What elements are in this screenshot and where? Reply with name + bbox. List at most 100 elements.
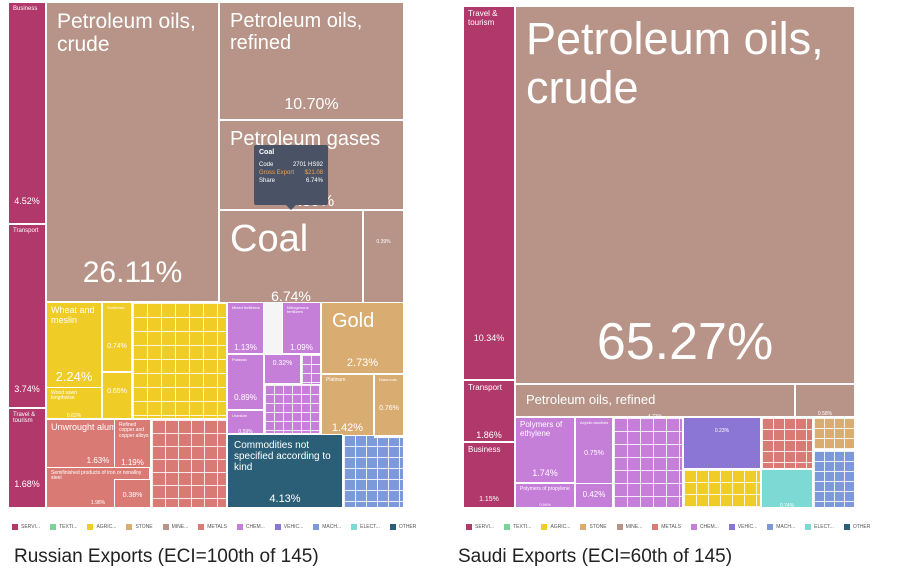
tile-label: Business <box>468 445 501 454</box>
tile-value: 0.38% <box>122 492 143 499</box>
tile-polymers-of-ethylene[interactable]: Polymers of ethylene 1.74% <box>515 417 575 483</box>
tile-electronics-11[interactable]: 0.74% <box>761 469 813 508</box>
legend-swatch <box>236 524 243 530</box>
tile-commodities-not-specified-according-to-kind[interactable]: Commodities not specified according to k… <box>227 434 343 508</box>
tile-coal[interactable]: Coal 6.74% <box>219 210 363 303</box>
legend-item-electronics[interactable]: ELECT... <box>351 524 380 530</box>
legend-label: MINE... <box>171 524 189 530</box>
tile-petroleum-oils-crude[interactable]: Petroleum oils, crude 65.27% <box>515 6 855 384</box>
legend-item-other[interactable]: OTHER <box>389 524 416 530</box>
legend-item-chemicals[interactable]: CHEM... <box>236 524 265 530</box>
coal-tooltip: Coal Code 2701 HS92 Gross Export $21.08 Sh… <box>254 145 328 210</box>
saudi-treemap: Travel & tourism 10.34% Transport 1.86% Busi… <box>463 6 855 508</box>
tile-minerals-5[interactable]: 0.58% <box>795 384 855 417</box>
saudi-caption: Saudi Exports (ECI=60th of 145) <box>458 546 733 567</box>
legend-item-agriculture[interactable]: AGRIC... <box>541 524 570 530</box>
tile-diamonds[interactable]: Diamonds 0.76% <box>374 374 404 436</box>
minor-products-chemicals <box>264 384 321 434</box>
legend-item-stone[interactable]: STONE <box>580 524 607 530</box>
tooltip-value: 2701 HS92 <box>292 162 323 168</box>
tile-petroleum-oils-refined[interactable]: Petroleum oils, refined 10.70% <box>219 2 404 120</box>
tile-travel-tourism[interactable]: Travel & tourism 1.68% <box>8 408 46 508</box>
tile-business[interactable]: Business 1.15% <box>463 442 515 508</box>
tile-label: Coal <box>230 218 309 260</box>
tile-label: Gold <box>332 310 375 332</box>
tile-vehicles-10[interactable]: 0.23% <box>683 417 761 469</box>
minor-products-metals <box>761 417 813 469</box>
legend-item-vehicles[interactable]: VEHIC... <box>274 524 303 530</box>
legend-item-metals[interactable]: METALS <box>198 524 227 530</box>
tile-business[interactable]: Business 4.52% <box>8 2 46 224</box>
tile-value: 1.19% <box>121 458 144 467</box>
tile-wood-sawn-lengthwise[interactable]: Wood sawn lengthwise 0.62% <box>46 387 102 419</box>
tooltip-key: Code <box>259 162 274 168</box>
legend-swatch <box>87 524 94 530</box>
tile-value: 1.15% <box>479 496 499 503</box>
tile-label: Acyclic alcohols <box>580 420 609 425</box>
legend-label: TEXTI... <box>513 524 532 530</box>
tile-value: 65.27% <box>596 313 774 371</box>
tile-label: Wheat and meslin <box>51 305 95 325</box>
tile-gold[interactable]: Gold 2.73% <box>321 302 404 374</box>
tile-label: Petroleum oils, refined <box>526 392 656 407</box>
legend-item-minerals[interactable]: MINE... <box>162 524 189 530</box>
legend-label: MINE... <box>625 524 643 530</box>
legend-swatch <box>767 524 774 530</box>
legend-label: METALS <box>661 524 681 530</box>
tile-label: Refined copper and copper alloys <box>119 422 149 439</box>
tile-agriculture-20[interactable]: 0.65% <box>102 372 132 419</box>
tile-value: 1.42% <box>331 422 364 434</box>
tile-platinum[interactable]: Platinum 1.42% <box>321 374 374 436</box>
legend-item-minerals[interactable]: MINE... <box>616 524 643 530</box>
tile-uranium[interactable]: Uranium 0.59% <box>227 410 264 434</box>
minor-products-chemicals <box>613 417 683 508</box>
tile-value: 1.68% <box>14 479 40 489</box>
tile-label: Petroleum oils, refined <box>230 10 363 54</box>
tile-label: Uranium <box>232 413 248 418</box>
tile-transport[interactable]: Transport 1.86% <box>463 380 515 442</box>
tile-value: 10.34% <box>473 333 505 343</box>
legend-item-machinery[interactable]: MACH... <box>767 524 795 530</box>
tile-sunflower[interactable]: Sunflower 0.74% <box>102 302 132 372</box>
legend-item-electronics[interactable]: ELECT... <box>805 524 834 530</box>
legend-swatch <box>728 524 735 530</box>
legend-label: METALS <box>207 524 227 530</box>
tile-value: 0.23% <box>714 428 730 434</box>
legend-label: MACH... <box>776 524 796 530</box>
tile-value: 0.94% <box>539 502 551 507</box>
legend-item-other[interactable]: OTHER <box>843 524 870 530</box>
tile-value: 0.39% <box>376 239 391 245</box>
legend-item-stone[interactable]: STONE <box>126 524 153 530</box>
legend-item-chemicals[interactable]: CHEM... <box>690 524 719 530</box>
legend-label: ELECT... <box>814 524 834 530</box>
tile-transport[interactable]: Transport 3.74% <box>8 224 46 408</box>
tile-metals-23[interactable]: 0.38% <box>114 479 151 508</box>
tile-potassic[interactable]: Potassic 0.89% <box>227 354 264 410</box>
tile-chemicals-17[interactable]: 0.32% <box>264 354 301 384</box>
legend-swatch <box>616 524 623 530</box>
legend-item-textiles[interactable]: TEXTI... <box>50 524 77 530</box>
minor-products-machinery <box>813 450 855 508</box>
legend-item-services[interactable]: SERVI... <box>12 524 40 530</box>
legend-label: CHEM... <box>245 524 265 530</box>
legend-item-metals[interactable]: METALS <box>652 524 681 530</box>
legend-item-services[interactable]: SERVI... <box>466 524 494 530</box>
tile-petroleum-oils-crude[interactable]: Petroleum oils, crude 26.11% <box>46 2 219 302</box>
tile-travel-tourism[interactable]: Travel & tourism 10.34% <box>463 6 515 380</box>
tile-value: 0.74% <box>107 343 127 350</box>
legend-swatch <box>351 524 358 530</box>
tile-value: 1.63% <box>86 456 110 465</box>
tile-chemicals-9[interactable]: 0.42% <box>575 483 613 508</box>
tile-petroleum-oils-refined[interactable]: Petroleum oils, refined 4.73% <box>515 384 795 417</box>
russia-treemap: Business 4.52% Transport 3.74% Travel & tour… <box>8 2 404 508</box>
tile-label: Petroleum oils, crude <box>57 10 196 56</box>
tile-minerals-24[interactable]: 0.39% <box>363 210 404 303</box>
tile-polymers-of-propylene[interactable]: Polymers of propylene 0.94% <box>515 483 575 508</box>
legend-item-vehicles[interactable]: VEHIC... <box>728 524 757 530</box>
tile-nitrogenous-fertilizers[interactable]: Nitrogenous fertilizers 1.09% <box>282 302 321 354</box>
legend-item-machinery[interactable]: MACH... <box>313 524 341 530</box>
tile-mixed-fertilizers[interactable]: Mixed fertilizers 1.13% <box>227 302 264 354</box>
legend-swatch <box>652 524 659 530</box>
legend-item-agriculture[interactable]: AGRIC... <box>87 524 116 530</box>
legend-item-textiles[interactable]: TEXTI... <box>504 524 531 530</box>
